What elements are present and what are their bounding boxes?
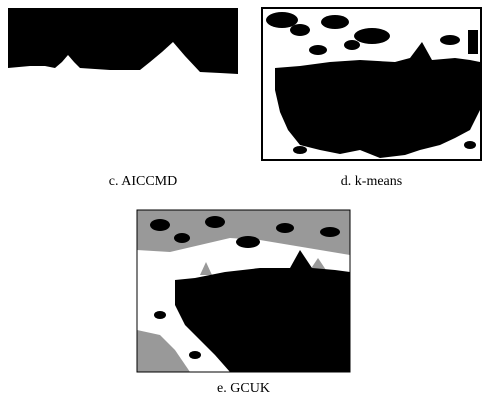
panel-d-image <box>262 8 481 160</box>
figure-images <box>0 0 489 403</box>
caption: e. GCUK <box>137 381 350 397</box>
panel-e-image <box>137 210 350 372</box>
figure-page: {"panels": [{"caption": "c. AICCMD"}, {"… <box>0 0 489 403</box>
panel-c-image <box>8 8 238 160</box>
caption: c. AICCMD <box>48 174 238 190</box>
caption: d. k-means <box>262 174 481 190</box>
